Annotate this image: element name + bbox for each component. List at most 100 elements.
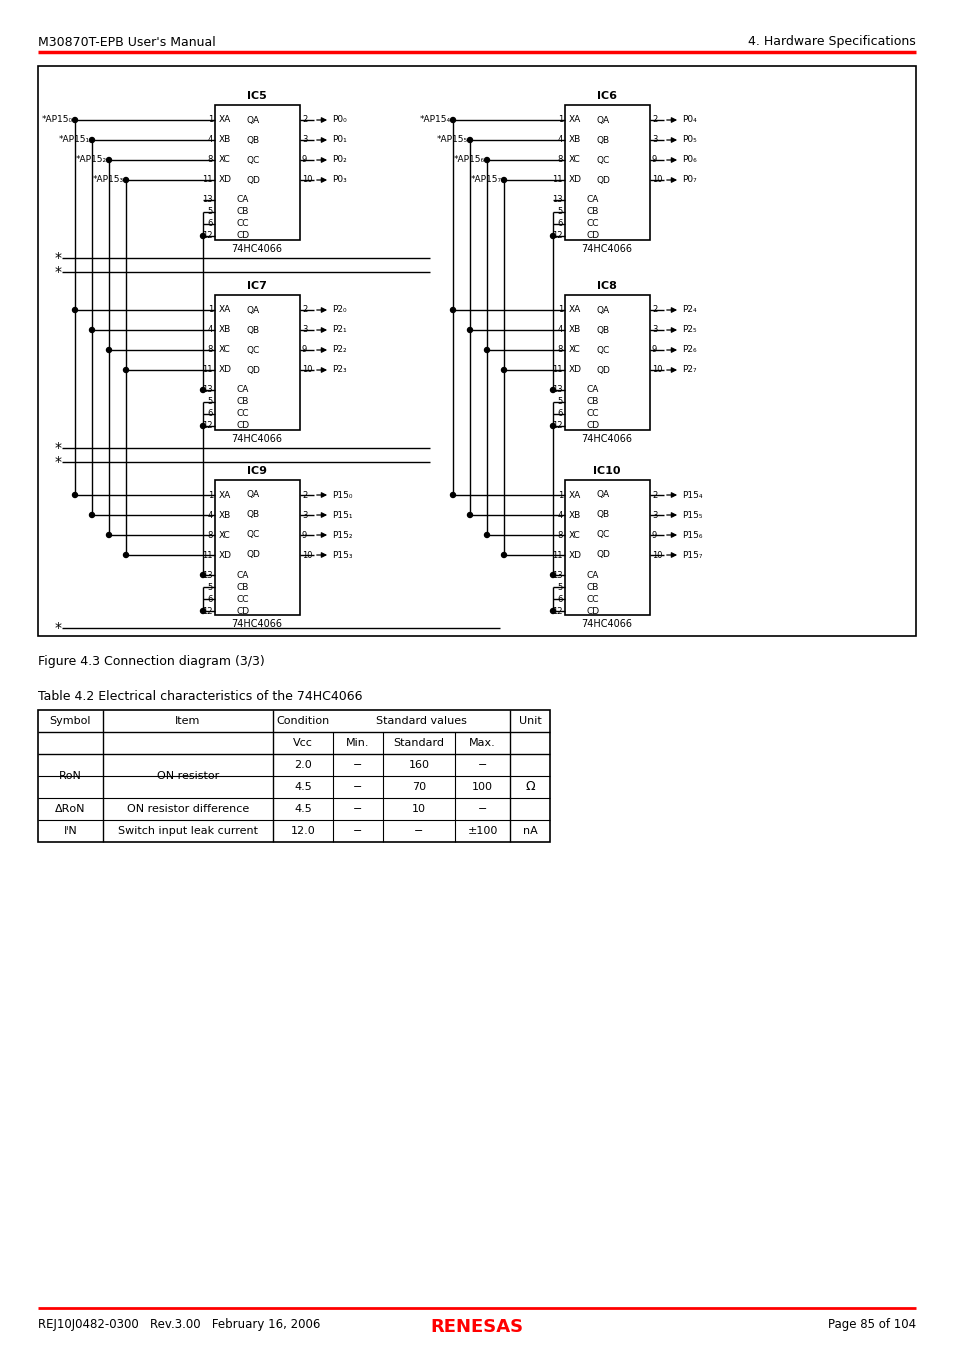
Text: 10: 10 [651,366,661,374]
Text: P0₇: P0₇ [681,176,696,185]
Text: QC: QC [247,346,260,355]
Text: Symbol: Symbol [50,716,91,726]
Text: XA: XA [568,305,580,315]
Text: REJ10J0482-0300   Rev.3.00   February 16, 2006: REJ10J0482-0300 Rev.3.00 February 16, 20… [38,1318,320,1331]
Text: QB: QB [597,510,610,520]
Text: −: − [353,760,362,770]
Text: −: − [477,760,487,770]
Text: IC7: IC7 [247,281,267,292]
Text: 11: 11 [552,551,562,559]
Text: 8: 8 [208,346,213,355]
Text: 12: 12 [552,231,562,240]
Text: CD: CD [586,606,599,616]
Text: P0₄: P0₄ [681,116,696,124]
Text: 13: 13 [202,571,213,579]
Text: CB: CB [586,582,598,591]
Text: 2: 2 [651,305,657,315]
Bar [38,710,550,842]
Text: 74HC4066: 74HC4066 [232,433,282,444]
Text: XA: XA [568,490,580,500]
Text: 6: 6 [208,220,213,228]
Text: ON resistor: ON resistor [156,771,219,782]
Text: XB: XB [219,510,231,520]
Circle shape [107,347,112,352]
Text: CA: CA [236,386,249,394]
Text: 160: 160 [408,760,429,770]
Text: P2₃: P2₃ [332,366,346,374]
Text: Figure 4.3 Connection diagram (3/3): Figure 4.3 Connection diagram (3/3) [38,655,265,668]
Text: 13: 13 [552,196,562,204]
Text: *AP15₆: *AP15₆ [454,155,484,165]
Text: XB: XB [568,510,580,520]
Text: −: − [414,826,423,836]
Text: IC10: IC10 [593,466,620,477]
Text: 9: 9 [651,346,657,355]
Bar [38,66,915,636]
Text: 9: 9 [302,155,307,165]
Text: CC: CC [586,594,598,603]
Text: P2₁: P2₁ [332,325,346,335]
Text: 5: 5 [558,397,562,406]
Text: 4: 4 [558,325,562,335]
Text: 2: 2 [302,116,307,124]
Text: P15₃: P15₃ [332,551,352,559]
Text: CC: CC [236,409,250,418]
Text: 5: 5 [208,208,213,216]
Circle shape [467,513,472,517]
Bar [564,481,649,616]
Text: CB: CB [236,582,249,591]
Text: IC8: IC8 [597,281,617,292]
Text: 3: 3 [302,325,307,335]
Text: 1: 1 [558,305,562,315]
Text: P0₆: P0₆ [681,155,696,165]
Text: 1: 1 [208,305,213,315]
Text: CA: CA [236,196,249,204]
Text: 6: 6 [558,594,562,603]
Text: XC: XC [219,155,231,165]
Text: *: * [55,621,62,634]
Text: 74HC4066: 74HC4066 [232,244,282,254]
Circle shape [90,328,94,332]
Text: Standard values: Standard values [375,716,466,726]
Text: 13: 13 [202,386,213,394]
Text: 11: 11 [202,366,213,374]
Circle shape [501,367,506,373]
Text: Standard: Standard [393,738,444,748]
Text: QB: QB [247,135,260,144]
Text: 8: 8 [208,155,213,165]
Text: 4. Hardware Specifications: 4. Hardware Specifications [747,35,915,49]
Text: 6: 6 [208,409,213,418]
Text: CC: CC [236,220,250,228]
Text: QB: QB [247,510,260,520]
Text: 13: 13 [202,196,213,204]
Text: QC: QC [597,346,610,355]
Text: XA: XA [219,490,231,500]
Text: P15₅: P15₅ [681,510,701,520]
Text: XD: XD [219,366,232,374]
Text: QB: QB [597,325,610,335]
Text: 5: 5 [208,397,213,406]
Text: QA: QA [247,490,260,500]
Text: 74HC4066: 74HC4066 [581,433,632,444]
Text: ±100: ±100 [467,826,497,836]
Text: RᴏN: RᴏN [59,771,82,782]
Circle shape [550,609,555,613]
Text: Vcc: Vcc [293,738,313,748]
Circle shape [450,308,455,312]
Text: 1: 1 [558,490,562,500]
Circle shape [450,117,455,123]
Circle shape [550,234,555,239]
Circle shape [467,328,472,332]
Text: 2: 2 [651,490,657,500]
Text: XD: XD [568,366,581,374]
Text: XB: XB [219,325,231,335]
Text: ΔRᴏN: ΔRᴏN [55,805,86,814]
Text: −: − [353,782,362,792]
Circle shape [484,158,489,162]
Text: *AP15₁: *AP15₁ [59,135,90,144]
Text: QD: QD [597,366,610,374]
Bar [564,296,649,431]
Text: CB: CB [586,208,598,216]
Text: Max.: Max. [469,738,496,748]
Text: 3: 3 [651,325,657,335]
